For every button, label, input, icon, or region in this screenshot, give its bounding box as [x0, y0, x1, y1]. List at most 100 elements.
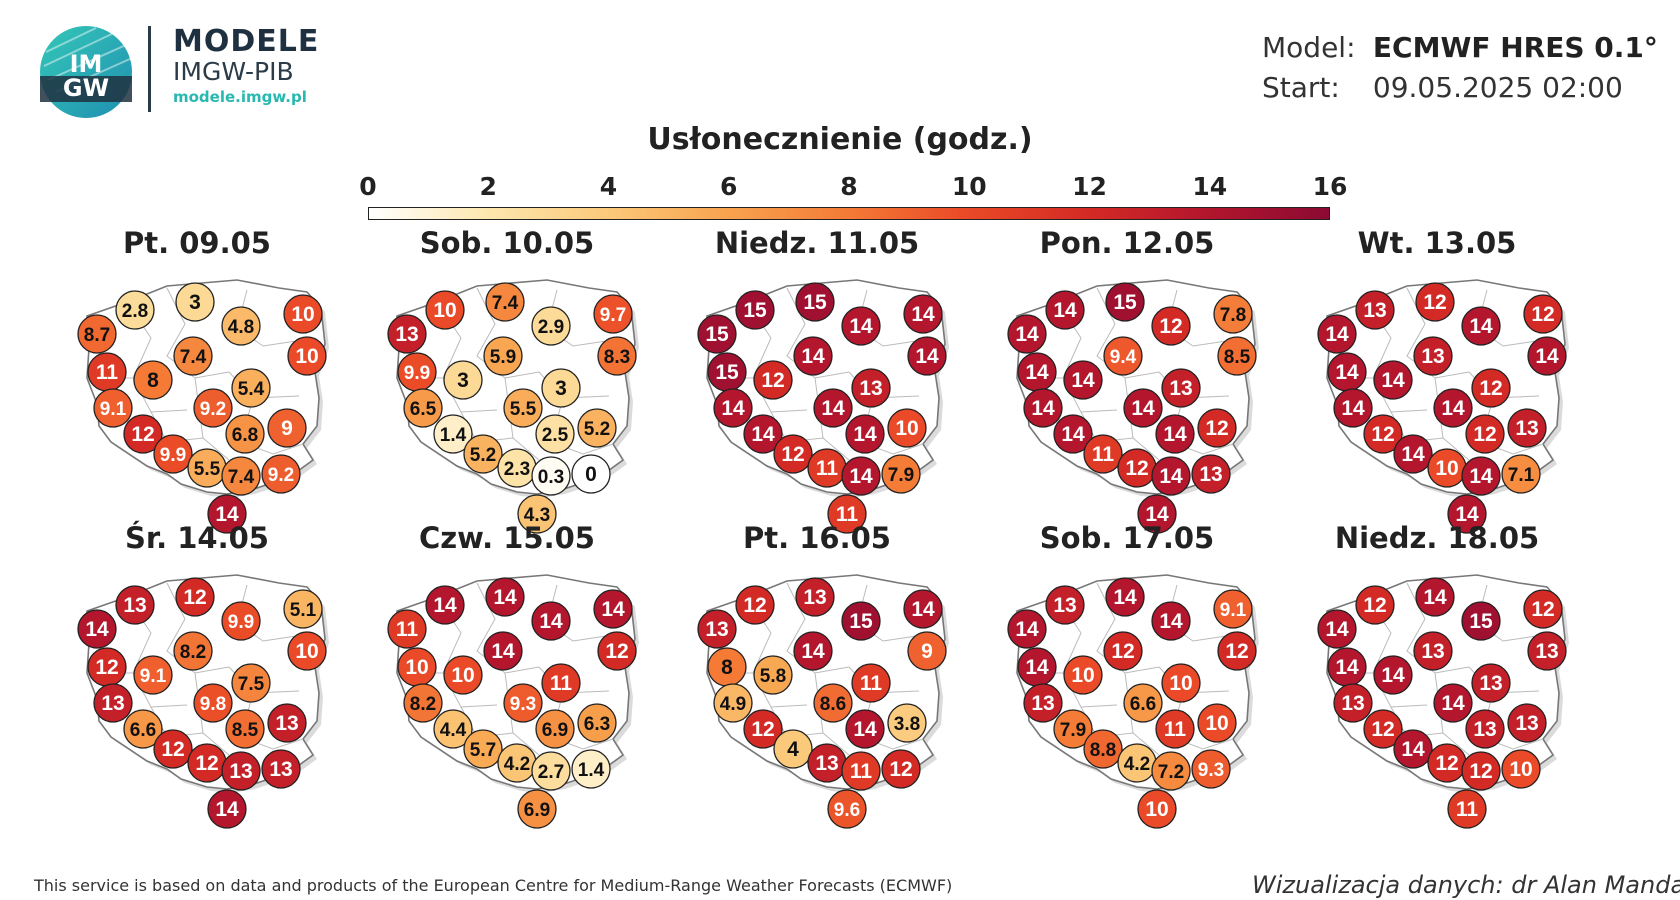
value-label: 13: [705, 618, 728, 641]
value-label: 14: [433, 594, 457, 617]
value-circle: [115, 290, 155, 330]
value-label: 12: [1205, 417, 1228, 440]
value-label: 8.5: [1224, 347, 1251, 368]
value-label: 15: [1469, 610, 1493, 633]
value-marker: 8.6: [813, 683, 853, 723]
day-panel: Pt. 16.05 12 13 14 13 15 9 14 8 5.8 11 4.9 8.6 3.8 12 1…: [652, 521, 982, 831]
value-label: 5.7: [470, 740, 496, 761]
poland-map: 14 14 14 11 14 12 14 10 10 11 8.2 9.3 6.3 4.4 6.9 5.7 4.…: [387, 574, 639, 829]
value-circle: [1045, 290, 1085, 330]
value-circle: [1191, 454, 1231, 494]
value-marker: 14: [903, 589, 943, 629]
value-label: 14: [1031, 397, 1055, 420]
value-marker: 13: [1355, 290, 1395, 330]
value-label: 5.1: [290, 600, 317, 621]
value-marker: 12: [1415, 282, 1455, 322]
value-label: 12: [1111, 640, 1134, 663]
value-label: 13: [1515, 417, 1538, 440]
value-circle: [735, 290, 775, 330]
value-marker: 12: [753, 360, 793, 400]
value-marker: 14: [1373, 655, 1413, 695]
value-label: 4.2: [504, 754, 530, 775]
value-marker: 5.8: [753, 655, 793, 695]
value-label: 12: [605, 640, 628, 663]
value-label: 9.3: [1198, 760, 1224, 781]
value-marker: 4: [773, 729, 813, 769]
value-label: 13: [1199, 463, 1222, 486]
value-circle: [1527, 631, 1567, 671]
value-circle: [1151, 456, 1191, 496]
value-label: 12: [131, 423, 154, 446]
value-label: 12: [1479, 377, 1502, 400]
value-marker: 7.5: [231, 663, 271, 703]
value-label: 6.3: [584, 714, 610, 735]
value-label: 13: [1473, 718, 1496, 741]
brand-url[interactable]: modele.imgw.pl: [173, 88, 307, 106]
value-marker: 10: [443, 655, 483, 695]
value-marker: 12: [1363, 709, 1403, 749]
value-label: 11: [396, 618, 419, 641]
value-marker: 14: [1023, 388, 1063, 428]
value-label: 3.8: [894, 714, 920, 735]
value-marker: 14: [1433, 388, 1473, 428]
poland-map: 15 15 14 15 14 14 14 15 12 13 14 14 10 14 14 12 11 14 7.9 1…: [697, 279, 949, 534]
value-marker: 9: [907, 631, 947, 671]
value-circle: [1415, 282, 1455, 322]
value-marker: 14: [1327, 647, 1367, 687]
value-marker: 15: [795, 282, 835, 322]
value-label: 13: [1421, 345, 1444, 368]
brand-title: MODELE: [173, 24, 320, 59]
value-marker: 12: [1363, 414, 1403, 454]
map-title: Usłonecznienie (godz.): [647, 122, 1033, 157]
value-label: 14: [1159, 610, 1183, 633]
value-label: 14: [911, 598, 935, 621]
value-marker: 9.7: [593, 294, 633, 334]
value-circle: [881, 454, 921, 494]
value-marker: 13: [1023, 683, 1063, 723]
value-label: 14: [1015, 323, 1039, 346]
value-marker: 14: [713, 388, 753, 428]
value-marker: 12: [1461, 751, 1501, 791]
value-label: 3: [457, 369, 469, 392]
value-marker: 14: [1327, 352, 1367, 392]
value-marker: 12: [175, 577, 215, 617]
value-circle: [1053, 709, 1093, 749]
value-marker: 12: [1217, 631, 1257, 671]
value-marker: 12: [1465, 414, 1505, 454]
value-marker: 14: [743, 414, 783, 454]
value-label: 5.8: [760, 666, 786, 687]
value-circle: [773, 729, 813, 769]
value-circle: [793, 336, 833, 376]
value-marker: 14: [907, 336, 947, 376]
value-label: 14: [601, 598, 625, 621]
value-circle: [1213, 294, 1253, 334]
value-circle: [443, 655, 483, 695]
value-marker: 5.9: [483, 336, 523, 376]
value-circle: [1501, 454, 1541, 494]
value-label: 14: [853, 423, 877, 446]
value-label: 14: [1113, 586, 1137, 609]
value-circle: [173, 336, 213, 376]
value-marker: 9.9: [397, 352, 437, 392]
value-circle: [173, 631, 213, 671]
value-circle: [841, 601, 881, 641]
value-marker: 5.7: [463, 729, 503, 769]
value-marker: 13: [267, 703, 307, 743]
value-circle: [1105, 282, 1145, 322]
value-label: 4.2: [1124, 754, 1150, 775]
value-circle: [827, 494, 867, 534]
value-circle: [713, 388, 753, 428]
value-label: 12: [761, 369, 784, 392]
value-circle: [225, 414, 265, 454]
day-panel: Niedz. 11.05 15 15 14 15 14 14 14 15 12 13 14 14 10 14…: [652, 226, 982, 536]
value-marker: 12: [153, 729, 193, 769]
value-label: 5.5: [510, 399, 537, 420]
value-label: 3: [555, 377, 567, 400]
value-circle: [795, 577, 835, 617]
value-marker: 12: [1197, 408, 1237, 448]
value-circle: [387, 609, 427, 649]
value-label: 13: [803, 586, 826, 609]
value-marker: 14: [1017, 647, 1057, 687]
value-marker: 14: [1447, 494, 1487, 534]
scale-tick-label: 16: [1312, 172, 1348, 201]
